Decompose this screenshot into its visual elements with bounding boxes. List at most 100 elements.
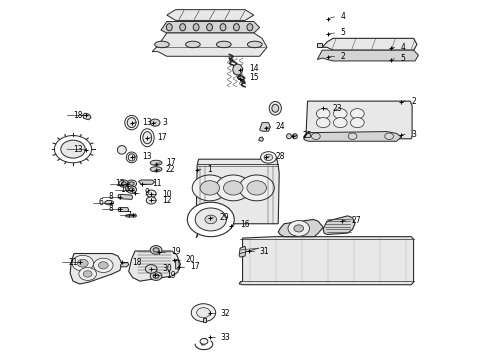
Text: 5: 5: [340, 28, 345, 37]
Polygon shape: [129, 251, 180, 281]
Circle shape: [348, 133, 357, 139]
Text: 10: 10: [162, 190, 172, 199]
Polygon shape: [125, 214, 137, 217]
Text: 19: 19: [171, 247, 180, 256]
Circle shape: [119, 180, 129, 187]
Text: 16: 16: [240, 220, 250, 229]
Circle shape: [127, 180, 137, 187]
Text: 22: 22: [166, 165, 175, 174]
Text: 21: 21: [68, 258, 77, 267]
Circle shape: [223, 181, 243, 195]
Circle shape: [150, 119, 160, 126]
Text: 2: 2: [411, 96, 416, 105]
Ellipse shape: [105, 201, 114, 205]
Text: 13: 13: [73, 145, 83, 154]
Ellipse shape: [126, 152, 137, 163]
Circle shape: [350, 109, 364, 119]
Polygon shape: [201, 338, 207, 345]
Text: 2: 2: [340, 52, 345, 61]
Text: 4: 4: [340, 12, 345, 21]
Text: 14: 14: [249, 64, 259, 73]
Text: 5: 5: [400, 54, 405, 63]
Circle shape: [191, 304, 216, 321]
Text: 19: 19: [166, 270, 175, 279]
Polygon shape: [161, 22, 260, 33]
Circle shape: [264, 154, 273, 161]
Ellipse shape: [118, 145, 126, 154]
Text: 3: 3: [411, 130, 416, 139]
Polygon shape: [152, 33, 267, 56]
Ellipse shape: [220, 24, 226, 31]
Text: 27: 27: [351, 216, 361, 225]
Circle shape: [288, 221, 310, 236]
Circle shape: [312, 133, 320, 139]
Polygon shape: [304, 101, 412, 139]
Text: 23: 23: [333, 104, 343, 113]
Polygon shape: [239, 246, 246, 257]
Polygon shape: [304, 132, 401, 141]
Text: 31: 31: [260, 247, 270, 256]
Text: 29: 29: [219, 213, 229, 222]
Circle shape: [54, 135, 92, 163]
Ellipse shape: [233, 64, 243, 75]
Text: 3: 3: [162, 118, 167, 127]
Text: 13: 13: [143, 152, 152, 161]
Circle shape: [61, 140, 85, 158]
Text: 25: 25: [303, 131, 312, 140]
Polygon shape: [118, 208, 129, 212]
Text: 17: 17: [157, 133, 167, 142]
Polygon shape: [139, 180, 155, 184]
Circle shape: [153, 274, 159, 278]
Text: 12: 12: [162, 196, 172, 205]
Polygon shape: [83, 113, 91, 120]
Text: 17: 17: [166, 158, 175, 167]
Text: 32: 32: [220, 309, 230, 318]
Text: 4: 4: [400, 43, 405, 52]
Polygon shape: [196, 159, 279, 226]
Polygon shape: [167, 10, 254, 21]
Circle shape: [150, 246, 162, 254]
Circle shape: [146, 265, 157, 273]
Circle shape: [153, 248, 159, 252]
Text: 12: 12: [116, 179, 125, 188]
Ellipse shape: [234, 24, 240, 31]
Polygon shape: [318, 50, 418, 61]
Polygon shape: [196, 222, 211, 237]
Circle shape: [200, 181, 220, 195]
Ellipse shape: [247, 24, 253, 31]
Polygon shape: [118, 194, 133, 199]
Circle shape: [192, 175, 227, 201]
Circle shape: [147, 190, 156, 197]
Circle shape: [294, 225, 304, 232]
Circle shape: [147, 197, 156, 204]
Circle shape: [200, 338, 208, 344]
Polygon shape: [260, 123, 270, 131]
Circle shape: [317, 109, 330, 119]
Polygon shape: [203, 318, 206, 321]
Circle shape: [317, 118, 330, 128]
Circle shape: [385, 133, 393, 139]
Ellipse shape: [193, 24, 199, 31]
Ellipse shape: [166, 24, 172, 31]
Circle shape: [79, 267, 97, 280]
Circle shape: [196, 308, 210, 318]
Ellipse shape: [128, 154, 135, 161]
Text: 30: 30: [162, 265, 172, 274]
Ellipse shape: [247, 41, 262, 48]
Circle shape: [350, 118, 364, 128]
Circle shape: [127, 186, 137, 193]
Ellipse shape: [217, 41, 231, 48]
Circle shape: [150, 272, 162, 280]
Polygon shape: [121, 262, 129, 267]
Polygon shape: [175, 260, 179, 269]
Text: 28: 28: [275, 152, 285, 161]
Ellipse shape: [269, 102, 281, 115]
Circle shape: [187, 202, 234, 237]
Ellipse shape: [155, 41, 169, 48]
Circle shape: [83, 271, 92, 277]
Text: 7: 7: [126, 211, 131, 220]
Circle shape: [247, 181, 267, 195]
Polygon shape: [323, 216, 355, 234]
Circle shape: [239, 175, 274, 201]
Ellipse shape: [272, 104, 279, 112]
